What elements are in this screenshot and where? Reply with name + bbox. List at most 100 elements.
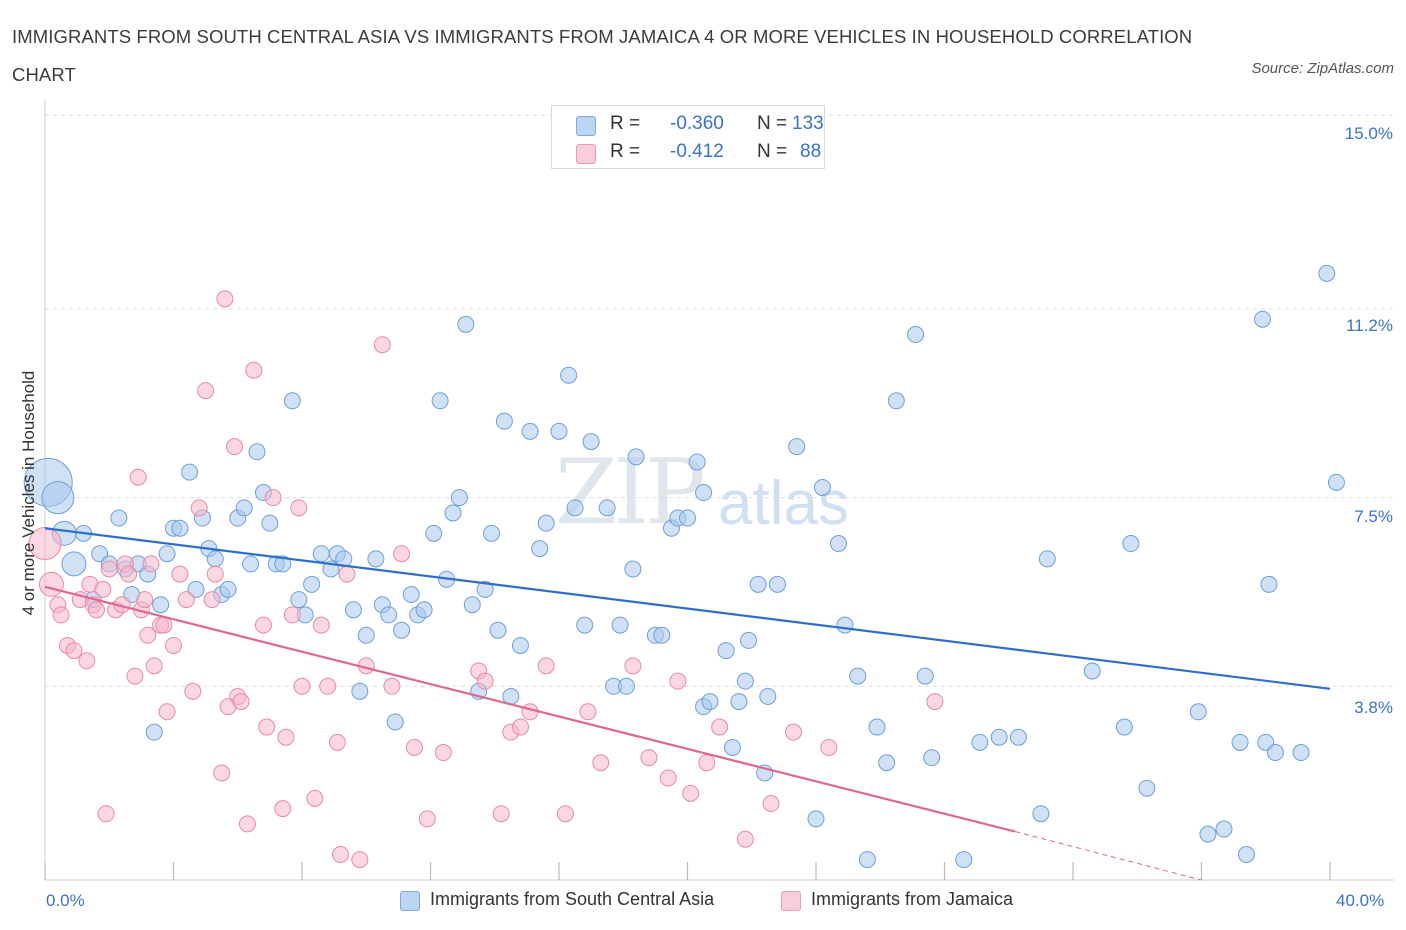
south-central-asia-point <box>303 575 321 593</box>
south-central-asia-point <box>1292 744 1310 762</box>
jamaica-point <box>158 703 176 721</box>
south-central-asia-point <box>566 499 584 517</box>
south-central-asia-point <box>402 586 420 604</box>
legend-r-label: R = <box>610 113 641 134</box>
jamaica-point <box>434 744 452 762</box>
jamaica-point <box>264 489 282 507</box>
y-tick-label: 3.8% <box>1354 698 1393 717</box>
south-central-asia-point <box>887 392 905 410</box>
jamaica-point <box>165 636 182 654</box>
legend-r-value: -0.412 <box>670 141 724 162</box>
jamaica-trendline-extension <box>1015 831 1202 881</box>
jamaica-point <box>682 784 700 802</box>
south-central-asia-point <box>598 499 616 517</box>
legend-r-label: R = <box>610 141 641 162</box>
south-central-asia-point <box>521 422 539 440</box>
legend-r-value: -0.360 <box>670 113 724 134</box>
south-central-asia-point <box>813 478 831 496</box>
south-central-asia-point <box>990 728 1008 746</box>
south-central-asia-point <box>248 443 266 461</box>
jamaica-point <box>283 606 301 624</box>
jamaica-point <box>100 560 118 578</box>
south-central-asia-point <box>357 626 375 644</box>
south-central-asia-point <box>759 687 777 705</box>
jamaica-point <box>537 657 555 675</box>
south-central-asia-point <box>110 509 128 527</box>
jamaica-point <box>785 723 803 741</box>
jamaica-point <box>216 290 234 308</box>
bottom-legend-label: Immigrants from Jamaica <box>811 889 1014 909</box>
south-central-asia-point <box>463 596 481 614</box>
jamaica-point <box>232 693 250 711</box>
x-tick-label-min: 0.0% <box>46 891 85 910</box>
south-central-asia-point <box>627 448 645 466</box>
jamaica-point <box>476 672 494 690</box>
legend-n-value: 133 <box>792 113 824 134</box>
south-central-asia-point <box>386 713 404 731</box>
south-central-asia-point <box>768 575 786 593</box>
jamaica-point <box>238 815 256 833</box>
south-central-asia-point <box>1189 703 1207 721</box>
jamaica-point <box>711 718 729 736</box>
jamaica-point <box>139 626 157 644</box>
south-central-asia-point <box>495 412 513 430</box>
south-central-asia-point <box>736 672 754 690</box>
south-central-asia-point <box>907 326 925 344</box>
south-central-asia-point <box>1231 733 1249 751</box>
jamaica-point <box>290 499 308 517</box>
south-central-asia-point <box>1199 825 1217 843</box>
south-central-asia-point <box>878 754 896 772</box>
south-central-asia-point <box>550 422 568 440</box>
south-central-asia-point <box>511 636 529 654</box>
jamaica-point <box>556 805 574 823</box>
jamaica-point <box>87 601 105 619</box>
jamaica-point <box>669 672 687 690</box>
south-central-asia-point <box>1260 575 1278 593</box>
south-central-asia-point <box>171 519 189 537</box>
south-central-asia-point <box>290 591 308 609</box>
jamaica-point <box>511 718 529 736</box>
south-central-asia-point <box>1327 473 1345 491</box>
jamaica-point <box>65 642 83 660</box>
correlation-legend: R = -0.360 N = 133 R = -0.412 N = 88 <box>551 105 825 169</box>
legend-swatch-blue <box>576 116 596 136</box>
south-central-asia-point <box>393 621 411 639</box>
jamaica-point <box>258 718 276 736</box>
south-central-asia-point <box>1009 728 1027 746</box>
y-tick-label: 7.5% <box>1354 507 1393 526</box>
south-central-asia-point <box>531 540 549 558</box>
south-central-asia-point <box>955 851 973 869</box>
bottom-legend-swatch-blue <box>400 891 420 911</box>
south-central-asia-point <box>916 667 934 685</box>
south-central-asia-point <box>489 621 507 639</box>
jamaica-point <box>640 749 658 767</box>
south-central-asia-point <box>576 616 594 634</box>
south-central-asia-point <box>415 601 433 619</box>
south-central-asia-point <box>283 392 301 410</box>
south-central-asia-point <box>41 481 75 515</box>
south-central-asia-point <box>457 315 475 333</box>
south-central-asia-point <box>206 550 224 568</box>
south-central-asia-point <box>145 723 163 741</box>
legend-swatch-pink <box>576 144 596 164</box>
south-central-asia-point <box>274 555 292 573</box>
jamaica-point <box>319 677 337 695</box>
x-tick-label-max: 40.0% <box>1336 891 1385 910</box>
jamaica-point <box>171 565 189 583</box>
south-central-asia-point <box>653 626 671 644</box>
south-central-asia-point <box>1318 264 1336 282</box>
jamaica-point <box>736 830 754 848</box>
jamaica-point <box>393 545 411 563</box>
south-central-asia-point <box>923 749 941 767</box>
jamaica-point <box>254 616 272 634</box>
south-central-asia-point <box>1237 846 1255 864</box>
south-central-asia-point <box>425 524 443 542</box>
jamaica-point <box>52 606 70 624</box>
jamaica-point <box>126 667 144 685</box>
south-central-asia-point <box>344 601 362 619</box>
south-central-asia-point <box>701 693 719 711</box>
jamaica-point <box>142 555 160 573</box>
jamaica-point <box>328 733 346 751</box>
jamaica-point <box>492 805 510 823</box>
south-central-asia-point <box>858 851 876 869</box>
